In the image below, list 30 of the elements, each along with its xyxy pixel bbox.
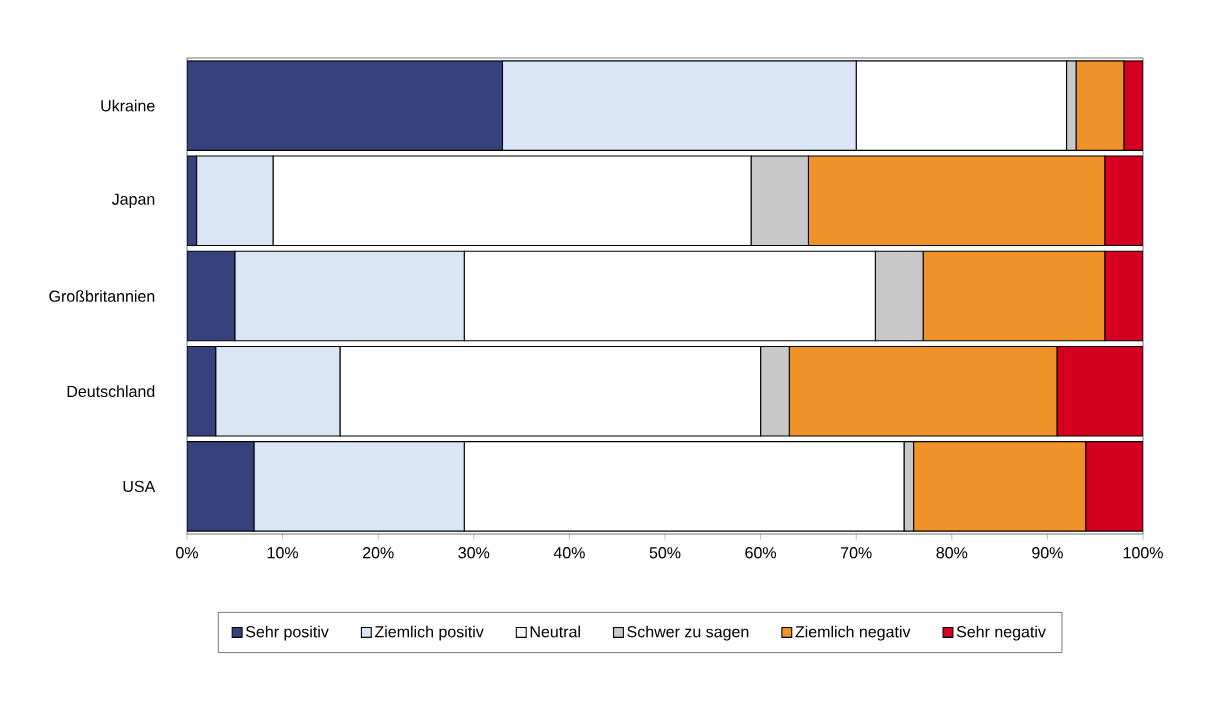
legend-label: Sehr positiv xyxy=(246,625,329,641)
x-tick-label: 20% xyxy=(362,547,394,559)
legend-label: Neutral xyxy=(530,625,580,638)
x-tick-label: 90% xyxy=(1032,547,1063,559)
x-tick-label: 70% xyxy=(841,547,872,559)
y-tick-label: Japan xyxy=(111,193,155,208)
x-tick-label: 10% xyxy=(267,547,299,559)
y-tick-label: Ukraine xyxy=(101,99,155,112)
y-tick-label: Großbritannien xyxy=(49,290,155,302)
x-tick-label: 0% xyxy=(176,547,198,559)
legend-label: Schwer zu sagen xyxy=(627,625,749,641)
bar xyxy=(187,60,504,151)
x-tick-label: 100% xyxy=(1123,547,1163,559)
x-tick-label: 30% xyxy=(458,547,490,559)
legend-label: Ziemlich positiv xyxy=(374,625,484,641)
legend-label: Sehr negativ xyxy=(956,625,1046,641)
bar xyxy=(1085,441,1144,532)
x-tick-label: 40% xyxy=(553,547,585,559)
bar xyxy=(187,345,217,437)
x-tick-label: 80% xyxy=(936,547,968,559)
legend-label: Ziemlich negativ xyxy=(795,625,911,641)
y-tick-label: USA xyxy=(123,480,156,493)
bar xyxy=(1104,155,1144,247)
bar xyxy=(187,441,255,532)
x-tick-label: 50% xyxy=(649,547,681,559)
bar xyxy=(187,250,236,342)
bar xyxy=(1056,345,1144,437)
x-tick-label: 60% xyxy=(745,547,777,559)
y-tick-label: Deutschland xyxy=(67,385,155,398)
bar xyxy=(1104,250,1144,342)
